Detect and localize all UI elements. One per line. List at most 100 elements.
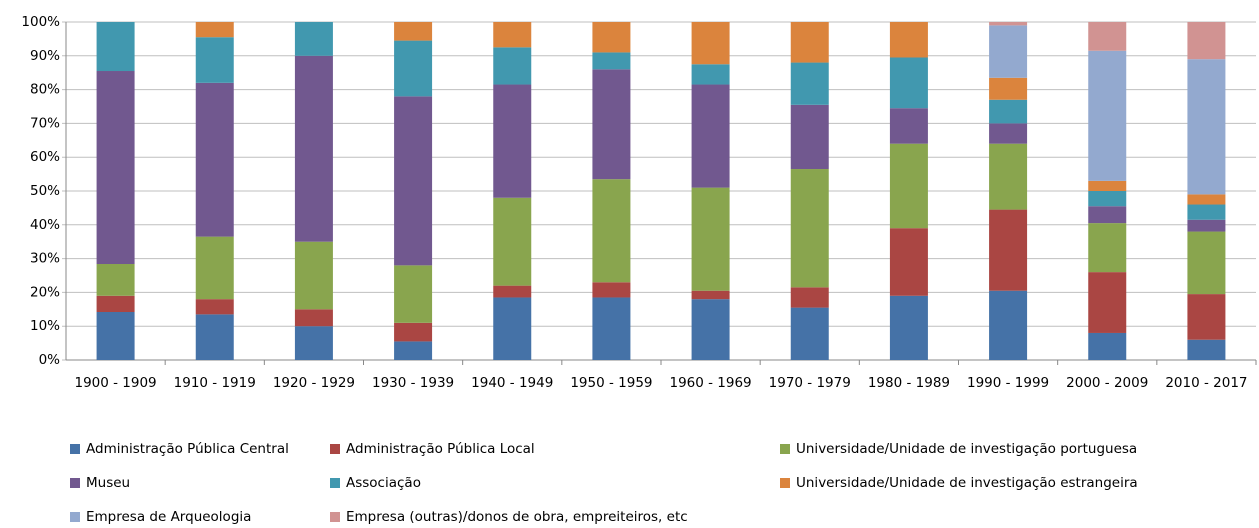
y-tick-label: 50% [30,183,60,199]
bar-segment [195,236,234,300]
y-tick-label: 40% [30,217,60,233]
legend-swatch [70,512,80,522]
x-tick-label: 1920 - 1929 [273,375,355,391]
bar-segment [1187,194,1226,205]
legend-swatch [70,444,80,454]
y-tick-label: 70% [30,115,60,131]
bar-segment [96,71,135,265]
bar-segment [394,96,433,266]
bar-segment [592,52,631,70]
bar-segment [195,82,234,237]
bar-segment [394,341,433,360]
bar-segment [195,37,234,83]
bar-segment [691,84,730,188]
bar-segment [1088,50,1127,181]
bar-segment [394,22,433,41]
bar-segment [989,123,1028,144]
y-tick-label: 100% [21,14,60,30]
bar-segment [790,287,829,308]
bar-segment [394,322,433,342]
legend-label: Administração Pública Central [86,441,289,457]
bar-segment [1187,219,1226,232]
legend-swatch [330,512,340,522]
bar-segment [790,104,829,170]
bar-segment [989,22,1028,26]
bar-segment [294,55,333,242]
y-tick-label: 80% [30,82,60,98]
y-tick-label: 20% [30,284,60,300]
bar-segment [889,295,928,360]
legend-swatch [70,478,80,488]
x-tick-label: 1990 - 1999 [967,375,1049,391]
bar-segment [889,108,928,144]
bar-segment [1088,223,1127,273]
legend-label: Associação [346,475,421,491]
bar-segment [592,22,631,53]
bar-segment [493,285,532,298]
legend-swatch [780,478,790,488]
bar-segment [294,22,333,56]
legend-swatch [330,478,340,488]
legend-swatch [780,444,790,454]
bar-segment [96,264,135,296]
bar-segment [1088,180,1127,191]
bar-segment [394,265,433,323]
bar-segment [889,22,928,58]
legend-swatch [330,444,340,454]
bar-segment [889,143,928,229]
x-tick-label: 1980 - 1989 [868,375,950,391]
bar-segment [195,314,234,360]
x-tick-label: 1930 - 1939 [372,375,454,391]
bar-segment [294,241,333,310]
bar-segment [989,209,1028,291]
bar-segment [592,297,631,360]
bar-segment [1088,191,1127,207]
bar-segment [493,84,532,198]
bar-segment [195,22,234,38]
bar-segment [493,297,532,360]
x-tick-label: 1910 - 1919 [174,375,256,391]
bar-segment [691,187,730,291]
bar-segment [96,295,135,313]
bar-segment [691,299,730,360]
legend-label: Administração Pública Local [346,441,535,457]
bar-segment [989,290,1028,360]
bar-segment [96,22,135,72]
x-tick-label: 1940 - 1949 [471,375,553,391]
bar-segment [889,228,928,296]
bar-segment [1088,272,1127,333]
legend-label: Museu [86,475,130,491]
bar-segment [691,22,730,65]
bar-segment [1187,59,1226,195]
bar-segment [493,47,532,85]
bar-segment [691,290,730,300]
legend-label: Empresa de Arqueologia [86,509,251,524]
bar-segment [493,197,532,286]
bar-segment [989,25,1028,78]
bar-segment [1187,22,1226,60]
y-tick-label: 90% [30,48,60,64]
legend-label: Empresa (outras)/donos de obra, empreite… [346,509,688,524]
x-tick-label: 1900 - 1909 [74,375,156,391]
bar-segment [592,69,631,180]
legend-label: Universidade/Unidade de investigação est… [796,475,1138,491]
legend-label: Universidade/Unidade de investigação por… [796,441,1137,457]
bar-segment [1187,204,1226,220]
bar-segment [790,307,829,360]
y-tick-label: 30% [30,251,60,267]
bar-segment [889,57,928,109]
bar-segment [96,312,135,360]
x-tick-label: 1950 - 1959 [570,375,652,391]
y-tick-label: 60% [30,149,60,165]
bar-segment [1088,22,1127,51]
bar-segment [989,143,1028,210]
bar-segment [1187,231,1226,295]
bar-segment [195,299,234,315]
x-tick-label: 1960 - 1969 [669,375,751,391]
bar-segment [493,22,532,48]
bar-segment [989,99,1028,124]
bar-segment [691,64,730,85]
x-tick-label: 2010 - 2017 [1165,375,1247,391]
bar-segment [294,309,333,327]
